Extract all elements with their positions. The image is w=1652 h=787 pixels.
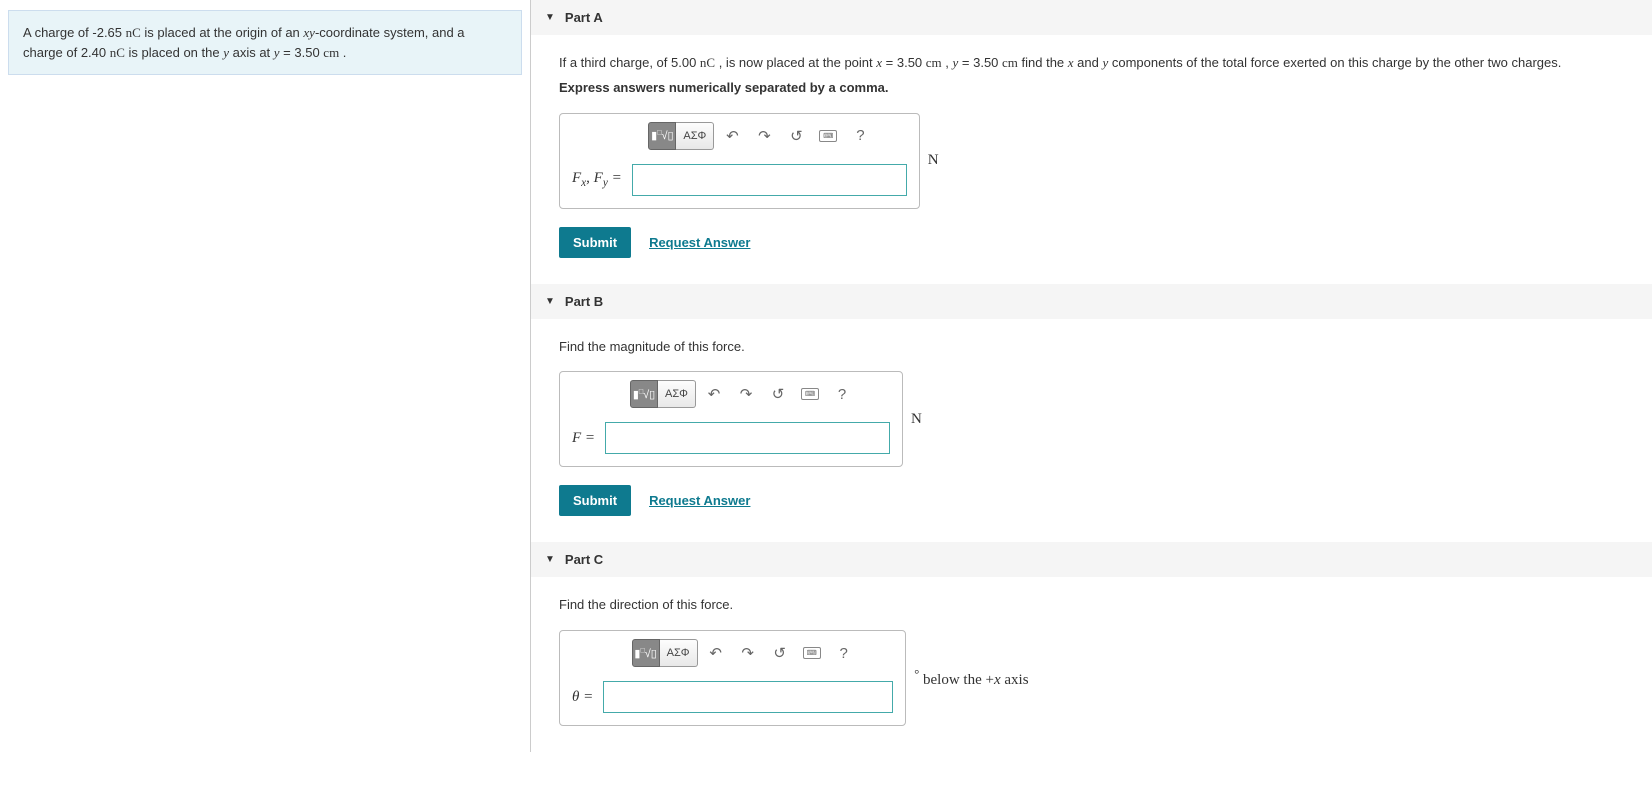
keyboard-icon[interactable]: ⌨ [798, 639, 826, 667]
redo-icon[interactable]: ↷ [732, 380, 760, 408]
reset-icon[interactable]: ↺ [764, 380, 792, 408]
part-b-header[interactable]: ▼ Part B [531, 284, 1652, 319]
undo-icon[interactable]: ↶ [702, 639, 730, 667]
part-b-body: Find the magnitude of this force. ▮□√▯ Α… [531, 319, 1652, 543]
submit-button-a[interactable]: Submit [559, 227, 631, 258]
keyboard-icon[interactable]: ⌨ [796, 380, 824, 408]
collapse-icon: ▼ [545, 554, 555, 565]
answer-box-c: ▮□√▯ ΑΣΦ ↶ ↷ ↺ ⌨ ? θ = [559, 630, 906, 726]
unit-b: N [911, 411, 922, 428]
templates-button[interactable]: ▮□√▯ [648, 122, 676, 150]
redo-icon[interactable]: ↷ [734, 639, 762, 667]
part-a-header[interactable]: ▼ Part A [531, 0, 1652, 35]
part-title: Part A [565, 10, 603, 25]
part-title: Part B [565, 294, 603, 309]
submit-button-b[interactable]: Submit [559, 485, 631, 516]
redo-icon[interactable]: ↷ [750, 122, 778, 150]
part-c-header[interactable]: ▼ Part C [531, 542, 1652, 577]
help-icon[interactable]: ? [846, 122, 874, 150]
keyboard-icon[interactable]: ⌨ [814, 122, 842, 150]
part-a-body: If a third charge, of 5.00 nC , is now p… [531, 35, 1652, 284]
txt: A charge of -2.65 [23, 25, 126, 40]
templates-button[interactable]: ▮□√▯ [632, 639, 660, 667]
unit: nC [110, 45, 125, 60]
txt: is placed on the [125, 45, 223, 60]
greek-button[interactable]: ΑΣΦ [660, 639, 698, 667]
part-a-question: If a third charge, of 5.00 nC , is now p… [559, 53, 1624, 74]
undo-icon[interactable]: ↶ [700, 380, 728, 408]
xy: xy [303, 25, 315, 40]
part-b-question: Find the magnitude of this force. [559, 337, 1624, 358]
help-icon[interactable]: ? [828, 380, 856, 408]
txt: is placed at the origin of an [141, 25, 304, 40]
part-a-instruction: Express answers numerically separated by… [559, 78, 1624, 99]
part-title: Part C [565, 552, 603, 567]
equation-toolbar: ▮□√▯ ΑΣΦ ↶ ↷ ↺ ⌨ ? [560, 114, 919, 158]
txt: axis at [229, 45, 274, 60]
unit: cm [323, 45, 339, 60]
answer-label-b: F = [572, 430, 595, 447]
undo-icon[interactable]: ↶ [718, 122, 746, 150]
greek-button[interactable]: ΑΣΦ [676, 122, 714, 150]
answer-input-b[interactable] [605, 422, 890, 454]
reset-icon[interactable]: ↺ [766, 639, 794, 667]
answer-box-a: ▮□√▯ ΑΣΦ ↶ ↷ ↺ ⌨ ? Fx, Fy = [559, 113, 920, 209]
answer-label-a: Fx, Fy = [572, 170, 622, 189]
templates-button[interactable]: ▮□√▯ [630, 380, 658, 408]
answer-box-b: ▮□√▯ ΑΣΦ ↶ ↷ ↺ ⌨ ? F = [559, 371, 903, 467]
equation-toolbar: ▮□√▯ ΑΣΦ ↶ ↷ ↺ ⌨ ? [560, 631, 905, 675]
collapse-icon: ▼ [545, 296, 555, 307]
part-c-question: Find the direction of this force. [559, 595, 1624, 616]
help-icon[interactable]: ? [830, 639, 858, 667]
request-answer-link-a[interactable]: Request Answer [649, 235, 750, 250]
unit-a: N [928, 152, 939, 169]
answer-label-c: θ = [572, 689, 593, 706]
reset-icon[interactable]: ↺ [782, 122, 810, 150]
unit-c: ° below the +x axis [914, 667, 1028, 689]
equation-toolbar: ▮□√▯ ΑΣΦ ↶ ↷ ↺ ⌨ ? [560, 372, 902, 416]
unit: nC [126, 25, 141, 40]
answer-input-a[interactable] [632, 164, 907, 196]
txt: . [339, 45, 346, 60]
request-answer-link-b[interactable]: Request Answer [649, 493, 750, 508]
greek-button[interactable]: ΑΣΦ [658, 380, 696, 408]
eq-rhs: = 3.50 [280, 45, 324, 60]
part-c-body: Find the direction of this force. ▮□√▯ Α… [531, 577, 1652, 752]
collapse-icon: ▼ [545, 12, 555, 23]
problem-statement: A charge of -2.65 nC is placed at the or… [8, 10, 522, 75]
answer-input-c[interactable] [603, 681, 893, 713]
